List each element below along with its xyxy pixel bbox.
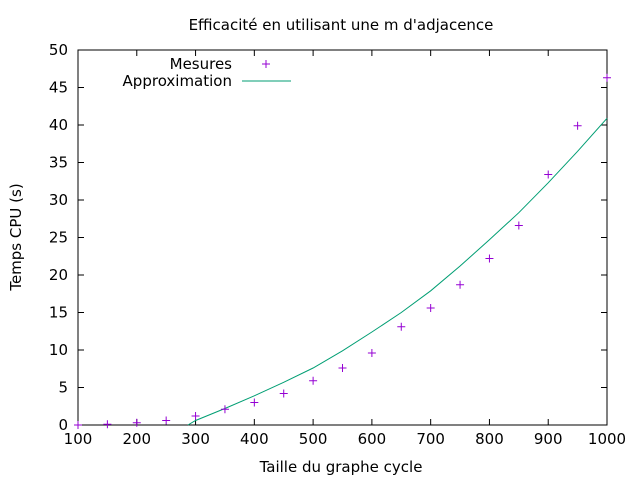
x-tick-label: 300 [181,430,210,448]
data-point [456,280,465,289]
y-tick-label: 10 [49,341,68,359]
legend-marker-mesures [262,60,270,68]
y-tick-label: 15 [49,304,68,322]
data-point [397,322,406,331]
y-tick-label: 30 [49,191,68,209]
y-tick-label: 40 [49,116,68,134]
chart-title: Efficacité en utilisant une m d'adjacenc… [189,16,494,34]
data-point [603,73,611,82]
y-tick-label: 5 [58,379,68,397]
x-tick-label: 700 [416,430,445,448]
x-tick-label: 500 [299,430,328,448]
x-tick-label: 900 [534,430,563,448]
legend: Mesures Approximation [123,55,291,90]
data-point [338,364,347,372]
legend-label-approximation: Approximation [123,72,232,90]
data-point [573,121,582,130]
data-point [74,421,82,429]
data-point [309,376,318,385]
y-tick-label: 20 [49,266,68,284]
data-point [544,170,553,179]
data-point [191,412,200,420]
x-axis: 100 200 300 400 500 600 700 800 900 1000 [64,50,626,448]
y-tick-label: 35 [49,154,68,172]
y-axis: 0 5 10 15 20 25 30 35 40 45 50 [49,41,607,434]
series-mesures-points [74,73,611,429]
x-tick-label: 200 [122,430,151,448]
data-point [426,304,435,312]
x-tick-label: 1000 [588,430,626,448]
data-point [262,60,270,68]
data-point [220,405,229,414]
legend-label-mesures: Mesures [170,55,233,73]
data-point [103,420,112,429]
x-tick-label: 600 [358,430,387,448]
x-tick-label: 100 [64,430,93,448]
data-point [485,254,494,263]
data-point [367,349,376,357]
data-point [162,416,171,425]
x-tick-label: 400 [240,430,269,448]
y-tick-label: 50 [49,41,68,59]
y-axis-label: Temps CPU (s) [7,183,25,291]
x-tick-label: 800 [475,430,504,448]
y-tick-label: 45 [49,79,68,97]
data-point [514,221,523,230]
x-axis-label: Taille du graphe cycle [259,458,423,476]
data-point [279,389,288,398]
y-tick-label: 0 [58,416,68,434]
data-point [132,418,141,427]
series-approximation-line [187,117,608,426]
data-point [250,398,259,407]
y-tick-label: 25 [49,229,68,247]
